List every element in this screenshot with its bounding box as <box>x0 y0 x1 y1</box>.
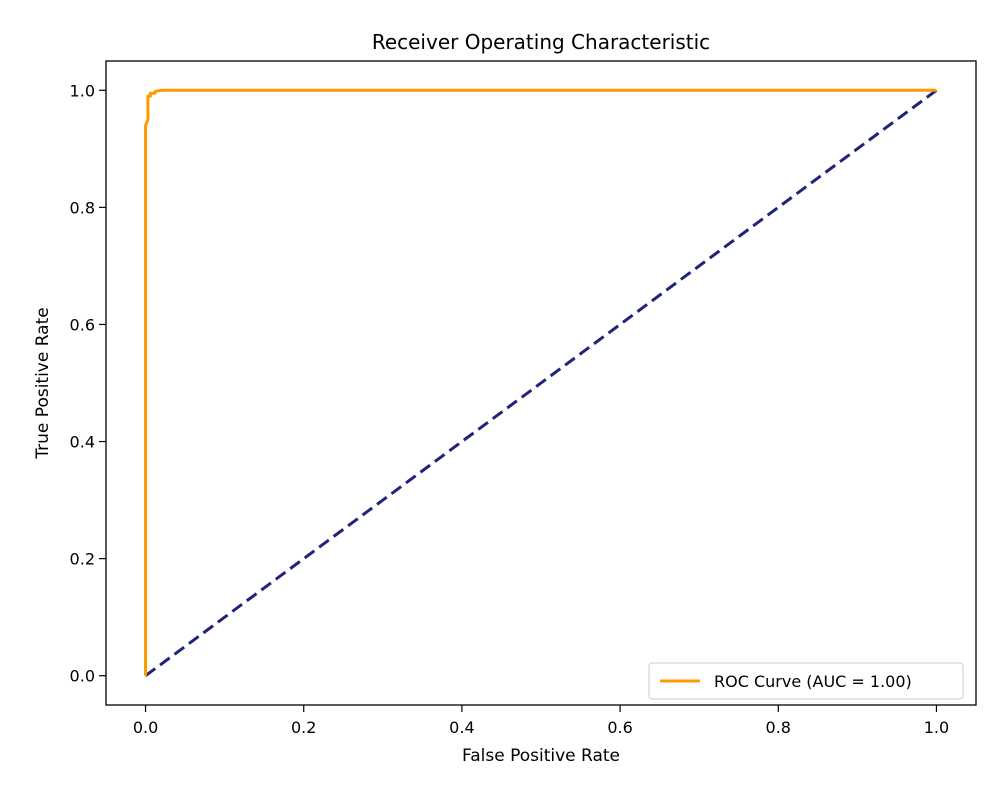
y-tick-label: 0.8 <box>70 198 95 217</box>
y-tick-label: 0.2 <box>70 550 95 569</box>
chart-title: Receiver Operating Characteristic <box>372 30 710 54</box>
chance-diagonal-line <box>144 89 938 677</box>
y-axis-label: True Positive Rate <box>33 307 53 459</box>
y-tick-label: 0.0 <box>70 667 95 686</box>
legend-box <box>648 662 964 700</box>
axis-ticks: 0.0 0.2 0.4 0.6 0.8 1.0 0.0 0.2 0.4 0.6 0.8 1.0 <box>70 81 950 737</box>
x-tick-label: 0.0 <box>133 718 158 737</box>
x-tick-label: 1.0 <box>924 718 949 737</box>
axes-frame <box>105 60 977 706</box>
x-tick-label: 0.6 <box>607 718 632 737</box>
plot-area <box>144 88 938 677</box>
y-tick-label: 1.0 <box>70 81 95 100</box>
roc-curve-line <box>144 88 937 676</box>
x-tick-label: 0.2 <box>291 718 316 737</box>
legend: ROC Curve (AUC = 1.00) <box>648 662 964 700</box>
y-tick-label: 0.4 <box>70 433 95 452</box>
legend-label-roc: ROC Curve (AUC = 1.00) <box>714 672 912 691</box>
x-axis-label: False Positive Rate <box>462 746 620 766</box>
x-tick-label: 0.4 <box>449 718 474 737</box>
x-tick-label: 0.8 <box>766 718 791 737</box>
y-tick-label: 0.6 <box>70 315 95 334</box>
